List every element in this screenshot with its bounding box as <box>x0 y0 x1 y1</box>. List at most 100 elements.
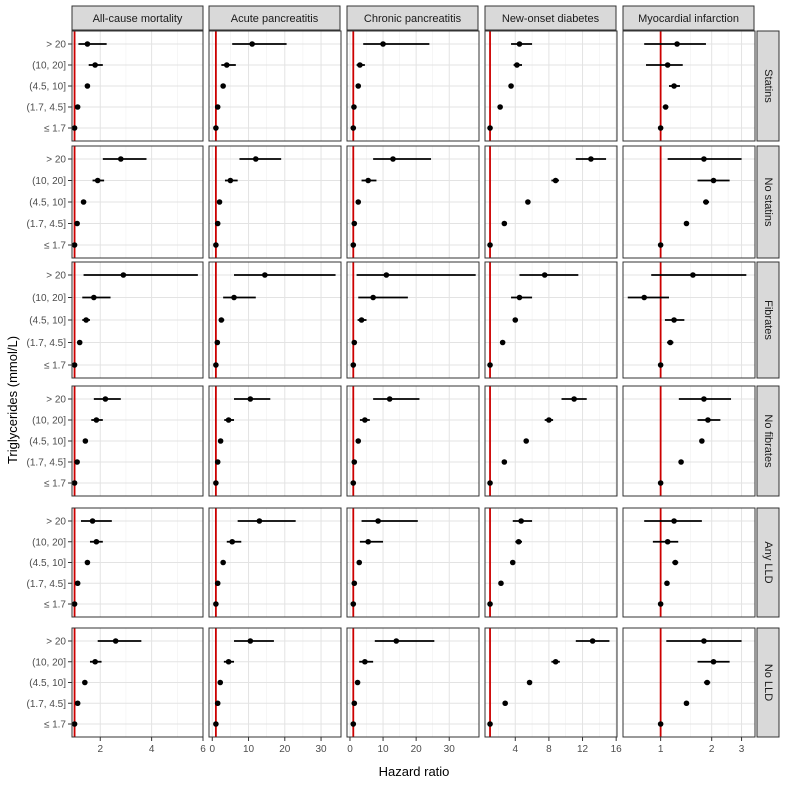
y-tick-label: ≤ 1.7 <box>44 600 67 611</box>
panel <box>346 30 480 142</box>
panel <box>71 261 204 379</box>
estimate-point <box>351 700 358 707</box>
column-strip <box>484 5 617 31</box>
panel-border <box>208 627 342 738</box>
x-tick-label: 10 <box>243 744 255 755</box>
estimate-point <box>678 459 684 465</box>
estimate-point <box>390 156 396 162</box>
panel <box>71 145 204 259</box>
estimate-point <box>350 601 357 607</box>
row-strip <box>756 627 780 738</box>
estimate-point <box>499 339 506 346</box>
panel-border <box>208 507 342 618</box>
y-tick-label: (4.5, 10] <box>29 558 66 569</box>
x-tick-label: 8 <box>546 744 552 755</box>
estimate-point <box>74 580 81 587</box>
estimate-point <box>701 156 707 162</box>
estimate-point <box>683 700 690 707</box>
estimate-point <box>84 41 91 47</box>
y-tick-label: (10, 20] <box>32 657 66 668</box>
panel-border <box>346 261 480 379</box>
y-tick-label: (1.7, 4.5] <box>27 338 67 349</box>
estimate-point <box>487 362 493 368</box>
estimate-point <box>92 62 98 68</box>
estimate-point <box>671 317 677 323</box>
column-strip-label: Acute pancreatitis <box>231 13 319 25</box>
estimate-point <box>358 317 365 323</box>
estimate-point <box>380 41 386 47</box>
estimate-point <box>704 679 710 686</box>
row-strip-label: No statins <box>762 178 774 227</box>
estimate-point <box>93 538 100 545</box>
panel <box>622 261 756 379</box>
estimate-point <box>690 272 696 278</box>
panel <box>71 627 204 738</box>
panel <box>622 145 756 259</box>
panel <box>208 30 342 142</box>
x-tick-label: 12 <box>577 744 589 755</box>
y-tick-label: (4.5, 10] <box>29 198 66 209</box>
estimate-point <box>487 125 493 131</box>
estimate-point <box>213 125 219 131</box>
panel-border <box>484 261 618 379</box>
estimate-point <box>516 41 523 47</box>
estimate-point <box>370 294 376 301</box>
estimate-point <box>525 199 531 205</box>
estimate-point <box>71 721 78 727</box>
estimate-point <box>231 294 237 301</box>
panel <box>484 145 618 259</box>
estimate-point <box>216 199 223 205</box>
estimate-point <box>657 601 664 607</box>
estimate-point <box>214 459 221 465</box>
estimate-point <box>541 272 548 278</box>
estimate-point <box>498 580 504 587</box>
y-tick-labels: > 20 (10, 20] (4.5, 10] (1.7, 4.5] ≤ 1.7 > 20… <box>27 40 72 731</box>
panel <box>622 385 756 497</box>
panel-border <box>484 145 618 259</box>
estimate-point <box>214 220 221 227</box>
estimate-point <box>393 638 400 644</box>
estimate-point <box>502 700 508 707</box>
y-tick-label: (1.7, 4.5] <box>27 219 67 230</box>
estimate-point <box>515 538 522 545</box>
estimate-point <box>74 104 81 110</box>
x-tick-label: 20 <box>279 744 291 755</box>
x-tick-label: 1 <box>658 744 664 755</box>
estimate-point <box>351 104 357 110</box>
panel-border <box>346 145 480 259</box>
panel <box>208 627 342 738</box>
estimate-point <box>213 362 219 368</box>
estimate-point <box>225 417 232 423</box>
estimate-point <box>74 700 81 707</box>
panel <box>484 507 618 618</box>
estimate-point <box>512 317 519 323</box>
panel <box>346 385 480 497</box>
estimate-point <box>641 294 647 301</box>
panel <box>71 385 204 497</box>
estimate-point <box>365 177 371 184</box>
estimate-point <box>657 721 664 727</box>
estimate-point <box>705 417 711 423</box>
estimate-point <box>509 559 516 566</box>
panel <box>346 261 480 379</box>
estimate-point <box>247 396 254 402</box>
estimate-point <box>214 580 221 587</box>
estimate-point <box>701 396 707 402</box>
estimate-point <box>217 438 224 444</box>
panel-border <box>346 30 480 142</box>
estimate-point <box>508 83 514 89</box>
estimate-point <box>664 580 670 587</box>
estimate-point <box>497 104 503 110</box>
x-tick-label: 2 <box>709 744 715 755</box>
panel <box>208 145 342 259</box>
row-strip <box>756 30 780 142</box>
estimate-point <box>501 459 508 465</box>
column-strip-label: Myocardial infarction <box>638 13 739 25</box>
panel-border <box>484 385 618 497</box>
panel <box>208 385 342 497</box>
panel-border <box>208 30 342 142</box>
panel <box>346 145 480 259</box>
estimate-point <box>523 438 529 444</box>
estimate-point <box>76 339 83 346</box>
estimate-point <box>703 199 709 205</box>
